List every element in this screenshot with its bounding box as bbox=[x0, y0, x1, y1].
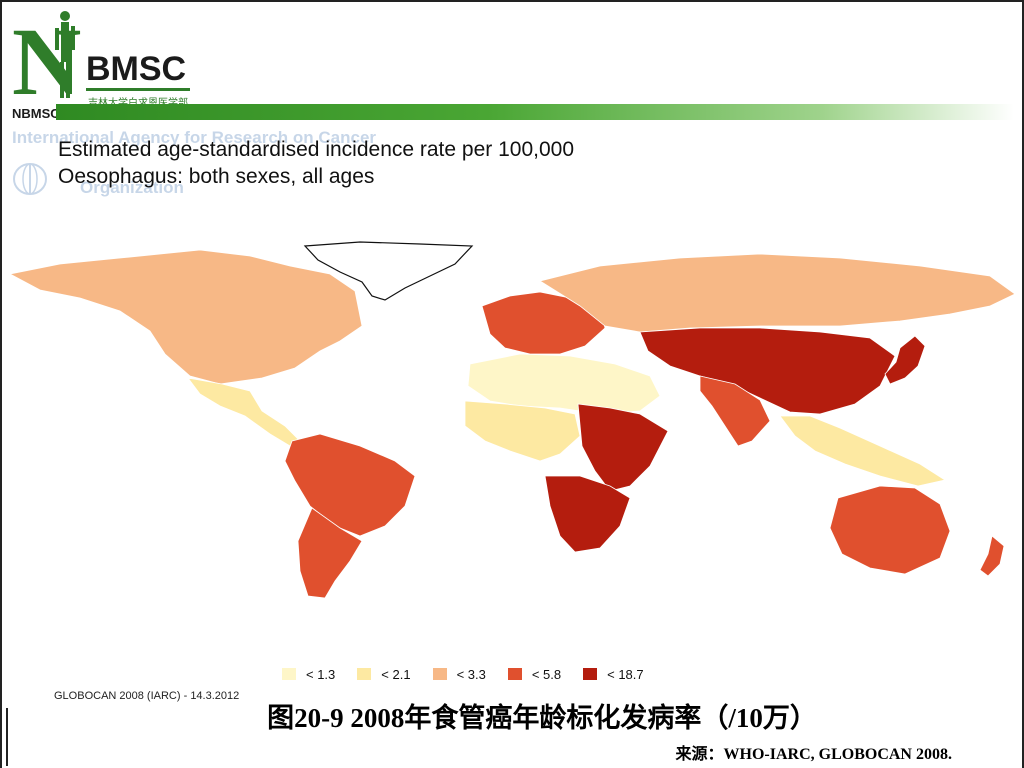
logo-subtitle: 吉林大学白求恩医学部 bbox=[88, 94, 188, 109]
map-legend: < 1.3 < 2.1 < 3.3 < 5.8 < 18.7 bbox=[282, 666, 666, 682]
statue-icon bbox=[55, 11, 75, 98]
map-title-line1: Estimated age-standardised incidence rat… bbox=[58, 138, 574, 161]
region-new-zealand bbox=[979, 535, 1005, 577]
legend-swatch bbox=[583, 668, 598, 680]
legend-item-2: < 2.1 bbox=[357, 666, 411, 682]
region-japan bbox=[884, 335, 926, 385]
frame-right-border bbox=[1022, 0, 1024, 768]
region-western-europe bbox=[481, 291, 606, 355]
nbmsc-logo: N BMSC 吉林大学白求恩医学部 NBMSC bbox=[8, 6, 198, 124]
legend-label: < 1.3 bbox=[306, 666, 336, 682]
region-north-america bbox=[8, 249, 363, 385]
legend-swatch bbox=[432, 668, 447, 680]
iarc-watermark-line1: International Agency for Research on Can… bbox=[12, 128, 377, 147]
logo-name: BMSC bbox=[86, 50, 187, 88]
iarc-watermark-line2: Organization bbox=[80, 178, 184, 197]
region-north-africa bbox=[467, 353, 661, 415]
who-emblem-icon bbox=[13, 163, 47, 195]
region-southern-africa bbox=[544, 475, 631, 553]
legend-label: < 3.3 bbox=[456, 666, 486, 682]
map-title-line2: Oesophagus: both sexes, all ages bbox=[58, 165, 375, 188]
region-southeast-asia bbox=[779, 415, 947, 487]
legend-swatch bbox=[357, 668, 372, 680]
world-map bbox=[8, 241, 1016, 599]
legend-label: < 5.8 bbox=[531, 666, 562, 682]
legend-item-4: < 5.8 bbox=[507, 666, 562, 682]
legend-swatch bbox=[507, 668, 522, 680]
frame-left-border bbox=[0, 0, 2, 768]
region-central-asia-china bbox=[639, 327, 896, 415]
figure-source: 来源：WHO-IARC, GLOBOCAN 2008. bbox=[675, 746, 952, 763]
iarc-watermark: International Agency for Research on Can… bbox=[10, 128, 430, 198]
logo-underline bbox=[86, 88, 190, 91]
header-green-bar bbox=[56, 104, 1014, 120]
frame-top-border bbox=[0, 0, 1024, 2]
region-south-america-north bbox=[284, 433, 416, 537]
region-central-america bbox=[187, 377, 301, 447]
region-south-america-south bbox=[297, 507, 363, 599]
legend-label: < 2.1 bbox=[381, 666, 411, 682]
region-greenland bbox=[303, 241, 474, 301]
legend-swatch bbox=[282, 668, 296, 680]
legend-item-1: < 1.3 bbox=[282, 666, 335, 682]
region-east-africa bbox=[577, 403, 669, 492]
figure-caption: 图20-9 2008年食管癌年龄标化发病率（/10万） bbox=[267, 703, 817, 733]
region-west-africa bbox=[464, 400, 581, 462]
region-south-asia bbox=[699, 375, 771, 447]
legend-item-3: < 3.3 bbox=[432, 666, 486, 682]
map-title: Estimated age-standardised incidence rat… bbox=[58, 136, 574, 190]
frame-left-tick bbox=[6, 708, 8, 766]
region-northern-russia bbox=[538, 253, 1016, 333]
region-australia bbox=[829, 485, 951, 575]
legend-item-5: < 18.7 bbox=[583, 666, 644, 682]
logo-small-label: NBMSC bbox=[12, 106, 60, 121]
map-credit: GLOBOCAN 2008 (IARC) - 14.3.2012 bbox=[54, 690, 240, 702]
legend-label: < 18.7 bbox=[607, 666, 644, 682]
